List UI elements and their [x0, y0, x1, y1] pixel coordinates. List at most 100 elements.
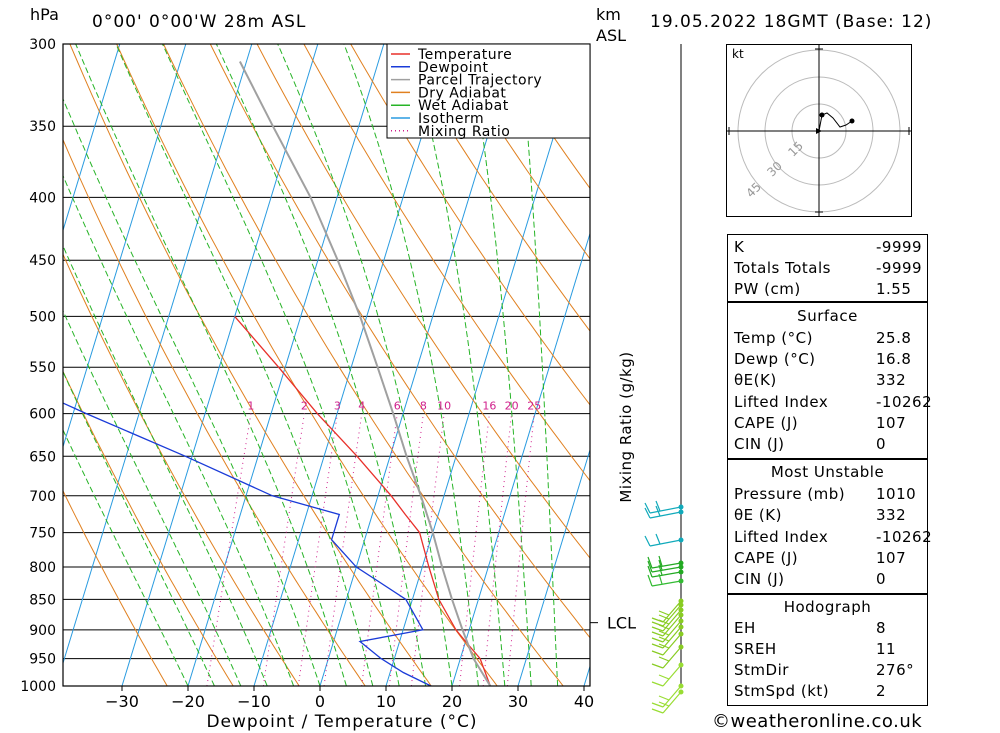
wet-adiabat-line: [63, 244, 268, 686]
y-tick-label: 300: [29, 37, 56, 53]
dry-adiabat-line: [256, 44, 590, 559]
mixing-ratio-label: 8: [420, 400, 427, 413]
wet-adiabat-line: [215, 44, 427, 686]
mixing-ratio-line: [361, 413, 398, 686]
index-row: K -9999: [734, 238, 923, 256]
wet-adiabat-line: [519, 44, 559, 686]
wet-adiabat-line: [115, 44, 374, 686]
mixing-ratio-label: 20: [505, 400, 519, 413]
pressure-unit-label: hPa: [30, 5, 59, 24]
location-title: 0°00' 0°00'W 28m ASL: [92, 12, 307, 32]
y-tick-label: 350: [29, 119, 56, 135]
mixing-ratio-label: 16: [482, 400, 496, 413]
legend-item-label: Temperature: [417, 47, 512, 63]
y-tick-label: 400: [29, 190, 56, 206]
indices-top-panel: K -9999 Totals Totals -9999 PW (cm) 1.55: [727, 234, 928, 302]
legend-item-label: Wet Adiabat: [418, 98, 509, 114]
dry-adiabat-line: [209, 44, 590, 639]
temperature-line: [234, 315, 491, 686]
mu-row: CIN (J) 0: [734, 570, 887, 588]
mixing-ratio-label: 2: [301, 400, 308, 413]
dry-adiabat-line: [443, 44, 590, 260]
index-row: PW (cm) 1.55: [734, 280, 912, 298]
surface-title: Surface: [797, 307, 858, 325]
hodo-row: SREH 11: [734, 640, 897, 658]
legend-item-label: Parcel Trajectory: [418, 73, 542, 89]
isotherm-line: [385, 44, 583, 686]
hodograph-params-title: Hodograph: [783, 598, 872, 616]
dry-adiabat-line: [63, 138, 366, 686]
isotherm-line: [451, 231, 590, 686]
isotherm-line: [63, 44, 121, 232]
lcl-label: LCL: [607, 614, 636, 633]
hodo-row: StmSpd (kt) 2: [734, 682, 887, 700]
isotherm-line: [121, 44, 319, 686]
wind-barb: [647, 559, 682, 573]
hodo-row: StmDir 276°: [734, 661, 915, 679]
legend-item-label: Dewpoint: [418, 60, 489, 76]
plot-frame: [62, 43, 591, 687]
mixing-ratio-line: [297, 413, 338, 686]
wind-barb: [651, 620, 682, 643]
surface-row: Dewp (°C) 16.8: [734, 350, 912, 368]
mixing-ratio-label: 10: [437, 400, 451, 413]
y-tick-label: 950: [29, 652, 56, 668]
mixing-ratio-label: 1: [247, 400, 254, 413]
x-tick-label: 0: [315, 692, 325, 711]
legend-box: [386, 43, 591, 139]
hodograph-panel: kt 15 30 45: [726, 44, 912, 217]
wet-adiabat-line: [343, 44, 479, 686]
wet-adiabat-line: [468, 44, 532, 686]
wind-barb: [651, 691, 682, 714]
hodograph-params-panel: Hodograph EH 8 SREH 11 StmDir 276° StmSpd (…: [727, 594, 928, 706]
parcel-trajectory-line: [239, 61, 492, 686]
height-unit-label-asl: ASL: [596, 26, 627, 45]
y-tick-label: 450: [29, 253, 56, 269]
surface-row: θE(K) 332: [734, 371, 907, 389]
wind-barb: [651, 664, 682, 687]
y-tick-label: 900: [29, 623, 56, 639]
wind-barb: [651, 600, 682, 623]
dry-adiabat-line: [69, 44, 432, 686]
most-unstable-title: Most Unstable: [770, 463, 885, 481]
hodo-row: EH 8: [734, 619, 887, 637]
mixing-ratio-line: [482, 413, 513, 686]
wind-barb: [647, 555, 682, 569]
wet-adiabat-line: [75, 44, 347, 686]
mixing-ratio-line: [206, 413, 252, 686]
isotherm-line: [63, 44, 253, 665]
wet-adiabat-line: [63, 370, 215, 686]
y-tick-label: 550: [29, 360, 56, 376]
mixing-ratio-label: 6: [394, 400, 401, 413]
dry-adiabat-line: [63, 489, 168, 686]
mixing-ratio-label: 25: [527, 400, 541, 413]
wet-adiabat-line: [63, 97, 321, 686]
x-axis-label: Dewpoint / Temperature (°C): [206, 712, 477, 732]
wind-barb: [644, 500, 682, 514]
wind-barb: [651, 646, 682, 669]
x-tick-label: 30: [508, 692, 528, 711]
wind-barb: [651, 614, 682, 637]
mu-row: Pressure (mb) 1010: [734, 485, 917, 503]
mu-row: Lifted Index -10262: [734, 528, 933, 546]
copyright-footer[interactable]: ©weatheronline.co.uk: [712, 711, 923, 732]
isotherm-line: [187, 44, 385, 686]
dry-adiabat-line: [350, 44, 590, 406]
isotherm-line: [253, 44, 451, 686]
datetime-title: 19.05.2022 18GMT (Base: 12): [650, 12, 933, 32]
y-tick-label: 800: [29, 560, 56, 576]
mixing-ratio-line: [323, 413, 363, 686]
wet-adiabat-line: [408, 44, 506, 686]
mu-row: θE (K) 332: [734, 506, 907, 524]
height-unit-label: km: [596, 5, 621, 24]
y-tick-label: 750: [29, 526, 56, 542]
y-tick-label: 600: [29, 407, 56, 423]
dry-adiabat-line: [303, 44, 590, 482]
most-unstable-panel: Most Unstable Pressure (mb) 1010 θE (K) 33…: [727, 459, 933, 594]
isotherm-line: [517, 448, 590, 686]
x-tick-label: −30: [105, 692, 139, 711]
legend-item-label: Mixing Ratio: [418, 124, 510, 140]
dry-adiabat-line: [396, 44, 590, 332]
hodograph-unit: kt: [732, 47, 744, 61]
